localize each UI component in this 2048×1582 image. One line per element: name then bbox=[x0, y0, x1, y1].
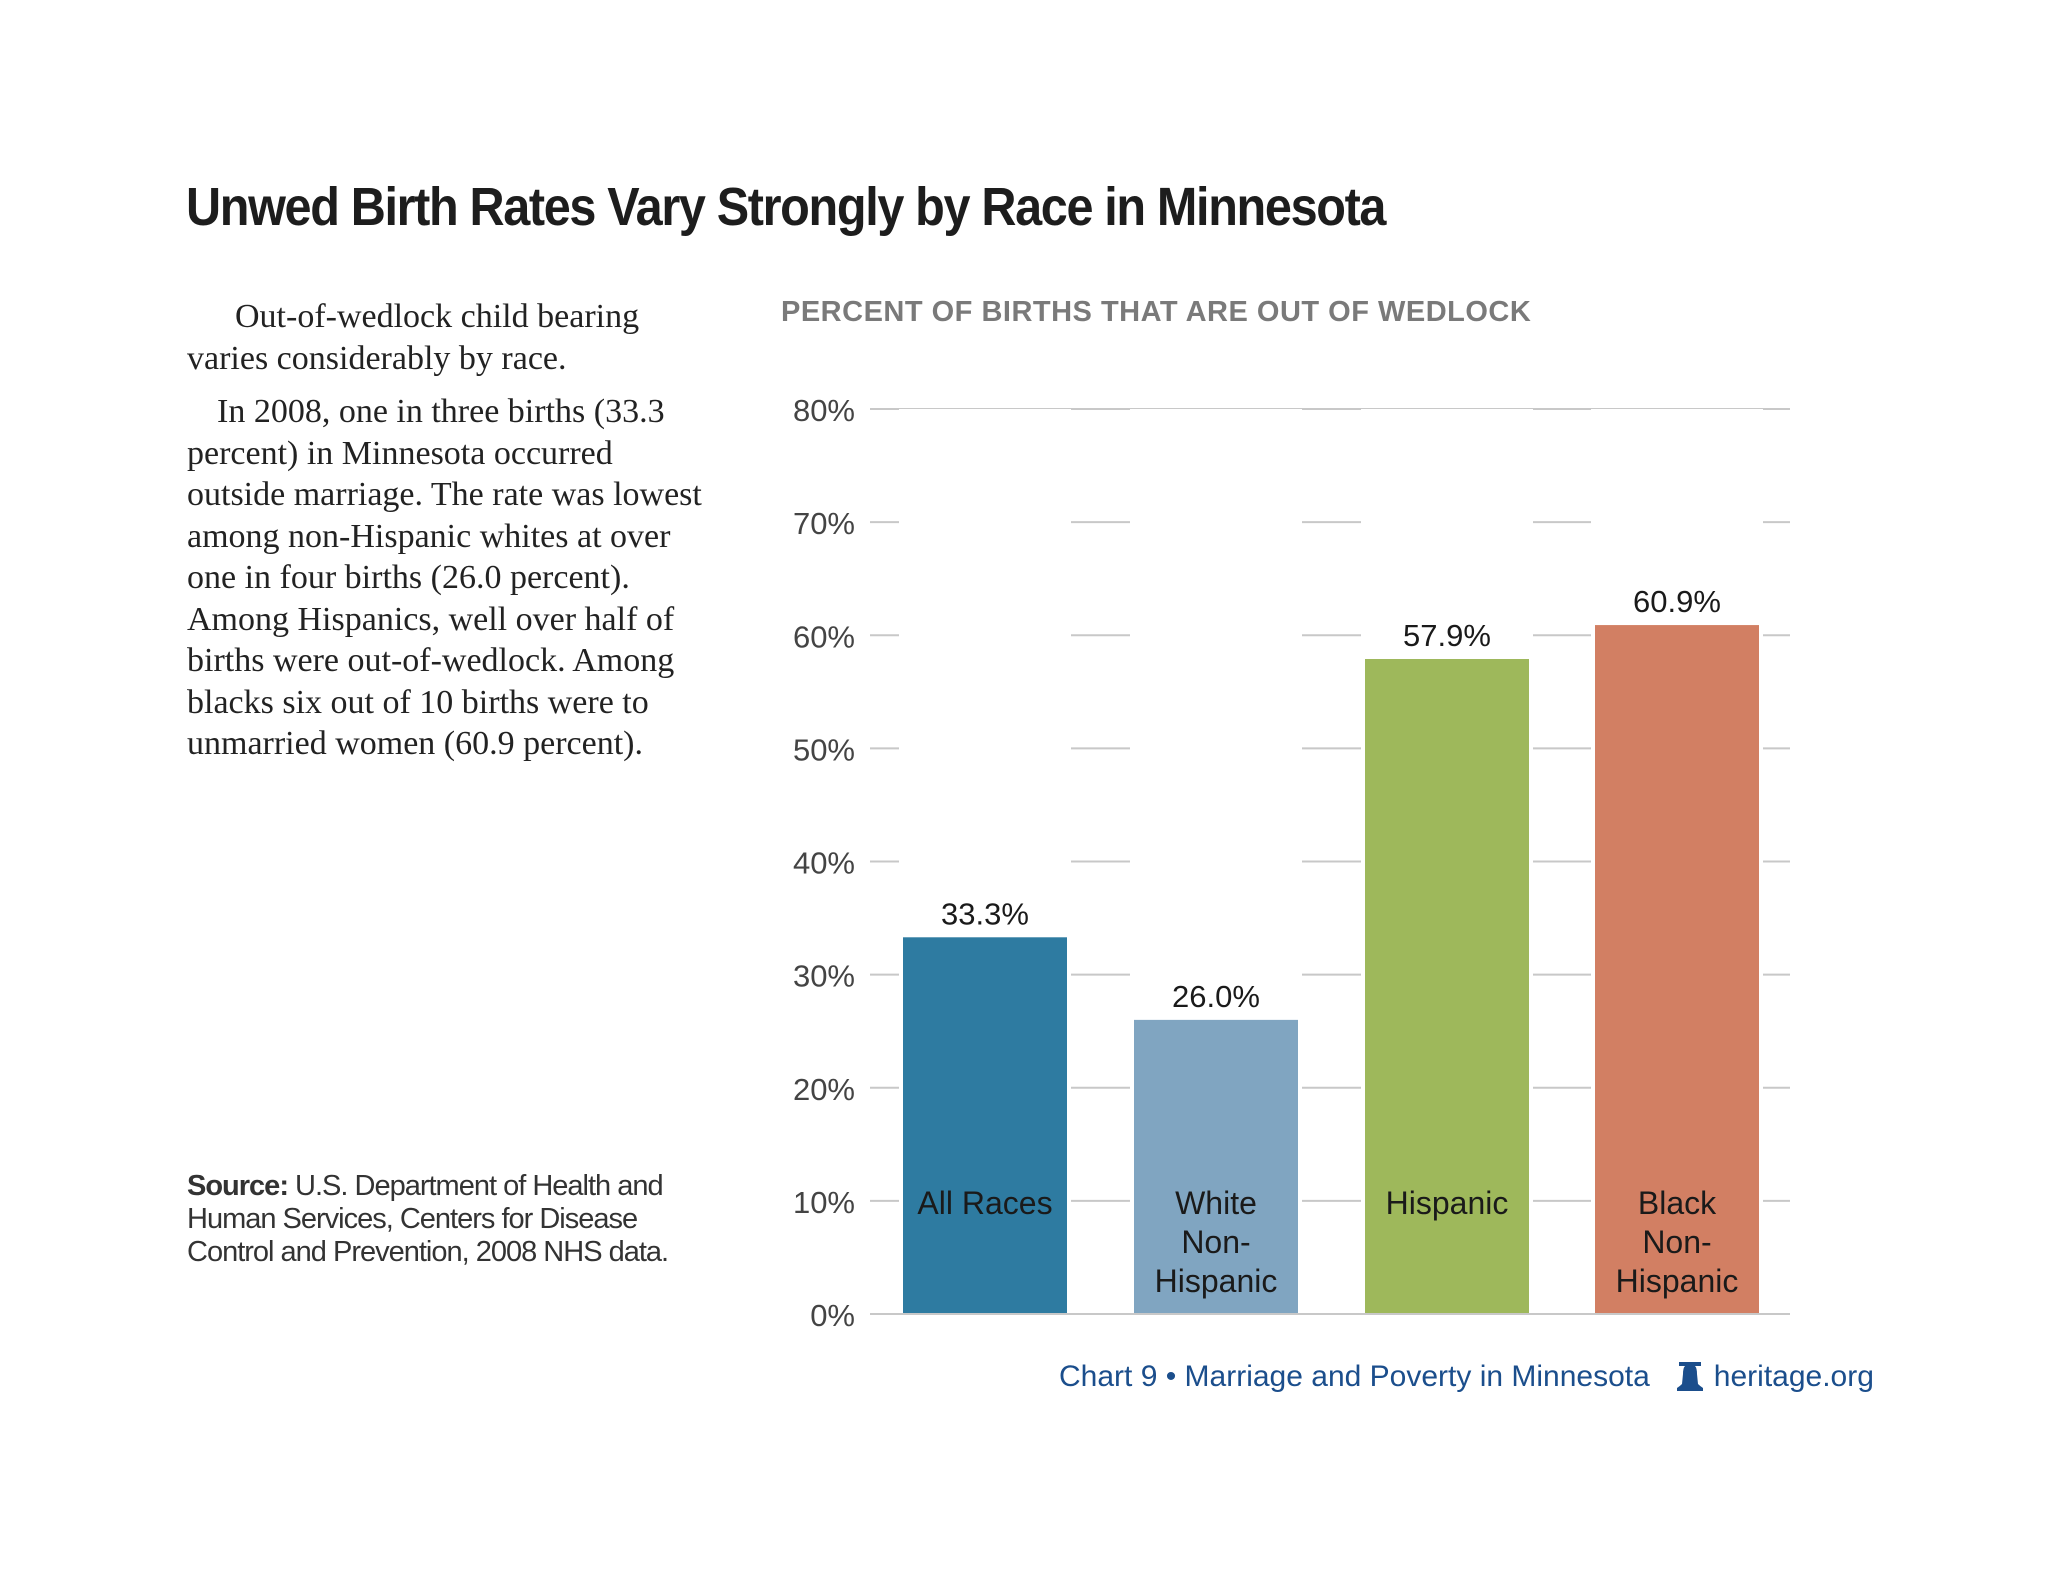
footer: Chart 9 • Marriage and Poverty in Minnes… bbox=[1059, 1360, 1874, 1394]
y-tick-label: 80% bbox=[793, 393, 855, 428]
page-title: Unwed Birth Rates Vary Strongly by Race … bbox=[186, 177, 1386, 237]
x-tick-label: Hispanic bbox=[1616, 1263, 1739, 1299]
data-label: 57.9% bbox=[1403, 618, 1491, 653]
x-tick-label: White bbox=[1175, 1185, 1257, 1221]
paragraph: Out-of-wedlock child bearing varies cons… bbox=[187, 298, 640, 377]
y-tick-label: 60% bbox=[793, 619, 855, 654]
chart-reference: Chart 9 • Marriage and Poverty in Minnes… bbox=[1059, 1360, 1650, 1393]
bar bbox=[903, 937, 1067, 1314]
y-tick-label: 20% bbox=[793, 1072, 855, 1107]
data-label: 60.9% bbox=[1633, 584, 1721, 619]
source-note: Source: U.S. Department of Health and Hu… bbox=[187, 1170, 707, 1269]
bar bbox=[1134, 1019, 1298, 1314]
y-tick-label: 10% bbox=[793, 1185, 855, 1220]
x-tick-label: Black bbox=[1638, 1185, 1717, 1221]
liberty-bell-icon bbox=[1676, 1362, 1703, 1391]
y-tick-label: 50% bbox=[793, 732, 855, 767]
x-tick-label: Non- bbox=[1181, 1224, 1250, 1260]
y-tick-label: 30% bbox=[793, 959, 855, 994]
y-tick-label: 40% bbox=[793, 846, 855, 881]
data-label: 33.3% bbox=[941, 896, 1029, 931]
chart-title: PERCENT OF BIRTHS THAT ARE OUT OF WEDLOC… bbox=[781, 296, 1532, 328]
x-tick-label: Hispanic bbox=[1386, 1185, 1509, 1221]
x-tick-label: Non- bbox=[1642, 1224, 1711, 1260]
site-link[interactable]: heritage.org bbox=[1713, 1360, 1874, 1393]
x-tick-label: Hispanic bbox=[1155, 1263, 1278, 1299]
bar bbox=[1365, 659, 1529, 1314]
body-text: Out-of-wedlock child bearing varies cons… bbox=[187, 296, 707, 777]
y-tick-label: 0% bbox=[810, 1298, 855, 1333]
data-label: 26.0% bbox=[1172, 979, 1260, 1014]
paragraph: In 2008, one in three births (33.3 perce… bbox=[187, 393, 702, 762]
bar bbox=[1595, 625, 1759, 1314]
x-tick-label: All Races bbox=[917, 1185, 1052, 1221]
y-tick-label: 70% bbox=[793, 506, 855, 541]
source-label: Source: bbox=[187, 1170, 289, 1202]
source-text: U.S. Department of Health and Human Serv… bbox=[187, 1170, 669, 1268]
